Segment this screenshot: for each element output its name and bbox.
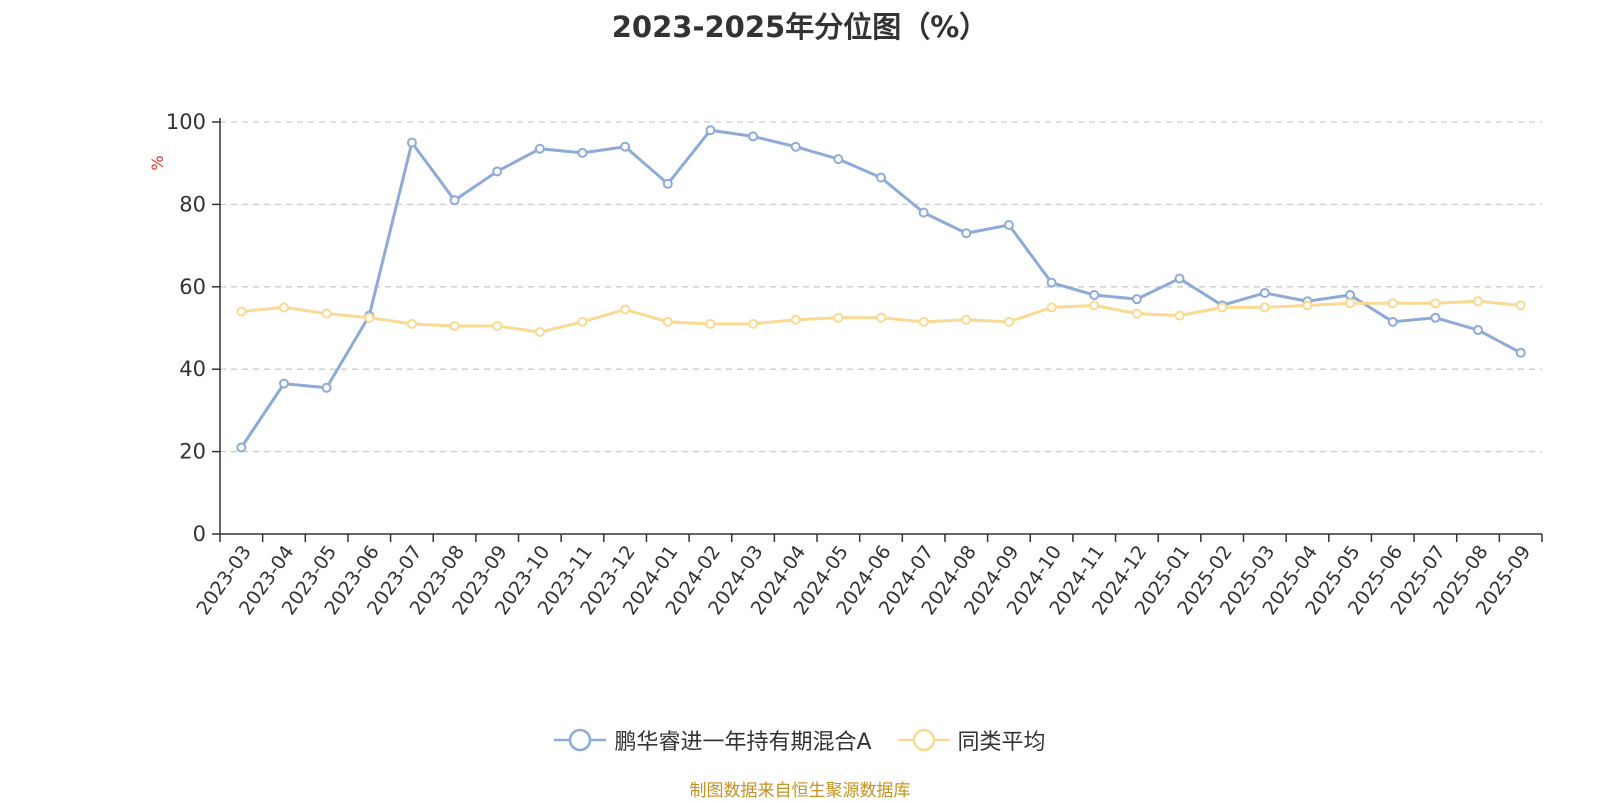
legend-item-2[interactable]: 同类平均 — [897, 724, 1046, 756]
data-point — [492, 320, 503, 331]
series-2 — [236, 296, 1526, 338]
legend-swatch — [897, 728, 950, 752]
y-tick-label: 100 — [166, 110, 206, 134]
data-point — [1131, 294, 1142, 305]
data-point — [961, 314, 972, 325]
data-point — [918, 207, 929, 218]
y-tick-labels: 0 20 40 60 80 100 — [166, 110, 206, 546]
data-point — [705, 318, 716, 329]
data-point — [534, 327, 545, 338]
data-point — [1430, 298, 1441, 309]
data-point — [961, 228, 972, 239]
data-point — [620, 304, 631, 315]
data-point — [790, 141, 801, 152]
y-tick-label: 20 — [179, 440, 206, 464]
data-point — [1515, 300, 1526, 311]
data-point — [876, 172, 886, 183]
y-tick-label: 0 — [193, 522, 206, 546]
data-point — [833, 312, 844, 323]
data-point — [662, 316, 673, 327]
data-point — [406, 318, 417, 329]
data-point — [1003, 316, 1014, 327]
y-tick-label: 80 — [179, 192, 206, 216]
y-tick-label: 40 — [179, 357, 206, 381]
data-point — [278, 378, 289, 389]
series-lines — [236, 125, 1526, 453]
data-point — [1089, 300, 1100, 311]
data-point — [534, 143, 545, 154]
data-point — [236, 442, 247, 453]
legend: 鹏华睿进一年持有期混合A 同类平均 — [0, 722, 1600, 758]
data-point — [1131, 308, 1142, 319]
data-point — [918, 316, 929, 327]
data-point — [236, 306, 247, 317]
data-point — [278, 302, 289, 313]
data-point — [790, 314, 801, 325]
x-tick-labels: 2023-032023-042023-052023-062023-072023-… — [192, 541, 1535, 619]
data-point — [449, 320, 460, 331]
data-point — [577, 316, 588, 327]
y-axis-label: % — [148, 155, 167, 170]
data-point — [662, 178, 673, 189]
data-point — [1345, 298, 1356, 309]
data-point — [833, 154, 844, 165]
data-point — [748, 318, 759, 329]
data-point — [1387, 298, 1398, 309]
legend-item-1[interactable]: 鹏华睿进一年持有期混合A — [554, 724, 872, 756]
legend-label: 鹏华睿进一年持有期混合A — [614, 730, 872, 755]
data-point — [1345, 290, 1356, 301]
data-point — [406, 137, 417, 148]
data-point — [577, 147, 588, 158]
data-point — [449, 195, 460, 206]
data-point — [1387, 316, 1398, 327]
data-point — [1089, 290, 1100, 301]
legend-swatch — [554, 728, 607, 752]
series-1 — [236, 125, 1526, 453]
data-point — [620, 141, 631, 152]
data-point — [1515, 347, 1526, 358]
data-point — [1003, 220, 1014, 230]
data-point — [1174, 273, 1185, 284]
data-point — [1217, 302, 1228, 313]
data-point — [492, 166, 503, 177]
data-point — [1046, 277, 1057, 288]
data-point — [1302, 300, 1313, 311]
legend-swatch-marker — [912, 728, 935, 752]
data-point — [364, 312, 375, 323]
data-point — [876, 312, 886, 323]
data-point — [1430, 312, 1441, 323]
y-tick-label: 60 — [179, 275, 206, 299]
data-point — [321, 382, 332, 393]
data-point — [1174, 310, 1185, 321]
grid-lines — [220, 121, 1542, 453]
data-point — [321, 308, 332, 319]
chart-title: 2023-2025年分位图（%） — [611, 10, 989, 44]
source-note: 制图数据来自恒生聚源数据库 — [689, 781, 911, 801]
legend-label: 同类平均 — [957, 730, 1046, 755]
axes — [212, 118, 1543, 542]
legend-swatch-marker — [569, 728, 592, 752]
data-point — [1473, 325, 1484, 336]
data-point — [1046, 302, 1057, 313]
data-point — [1473, 296, 1484, 307]
data-point — [748, 131, 759, 142]
data-point — [1259, 302, 1270, 313]
data-point — [1259, 287, 1270, 298]
data-point — [705, 125, 716, 136]
